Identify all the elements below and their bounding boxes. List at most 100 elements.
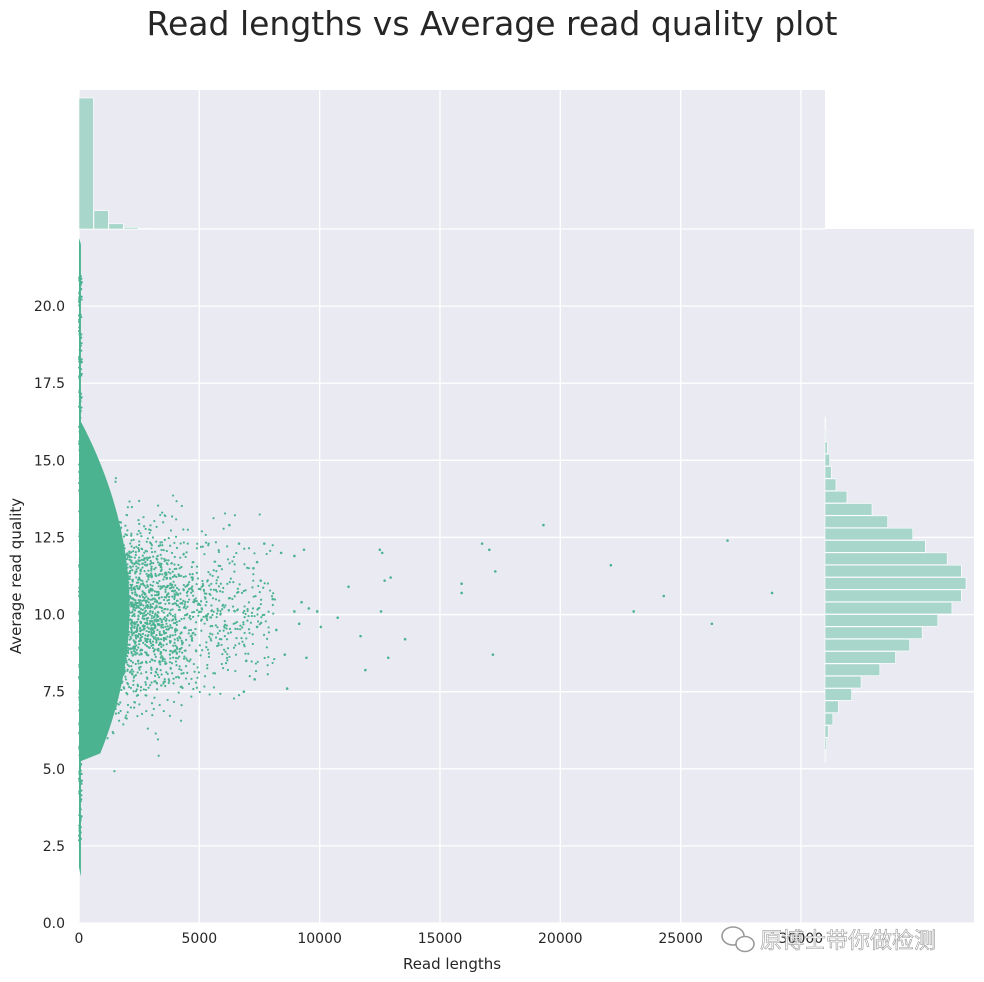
scatter-point [103, 651, 106, 654]
scatter-point [137, 614, 140, 617]
scatter-point [147, 601, 150, 604]
scatter-point [132, 606, 136, 609]
scatter-point [164, 625, 167, 628]
scatter-point [78, 377, 81, 380]
scatter-point [78, 613, 81, 616]
scatter-point [175, 623, 178, 626]
scatter-point [136, 562, 139, 565]
scatter-point [148, 660, 152, 663]
scatter-point [662, 594, 666, 598]
scatter-point [127, 601, 130, 605]
scatter-point [124, 524, 127, 527]
scatter-point [178, 606, 181, 609]
scatter-point [145, 605, 148, 608]
scatter-point [78, 748, 82, 752]
scatter-point [125, 625, 128, 628]
scatter-point [180, 631, 183, 634]
scatter-point [79, 392, 82, 395]
scatter-point [79, 574, 82, 577]
scatter-point [195, 686, 199, 689]
scatter-point [242, 611, 245, 614]
scatter-point [195, 583, 198, 586]
scatter-point [145, 595, 148, 598]
scatter-point [206, 580, 209, 583]
scatter-point [111, 532, 114, 536]
scatter-point [111, 571, 114, 574]
right-hist-bar [824, 601, 953, 615]
scatter-point [225, 627, 228, 630]
scatter-point [139, 607, 143, 611]
scatter-point [115, 680, 119, 683]
scatter-point [173, 541, 176, 545]
scatter-point [108, 685, 111, 688]
scatter-point [114, 600, 117, 603]
scatter-point [138, 668, 141, 671]
scatter-point [119, 646, 122, 649]
scatter-point [170, 583, 173, 586]
scatter-point [206, 667, 209, 670]
scatter-point [143, 563, 147, 566]
scatter-point [128, 555, 131, 558]
scatter-point [146, 677, 149, 680]
scatter-point [169, 640, 172, 643]
scatter-point [92, 617, 95, 620]
right-hist-bar [824, 577, 967, 590]
scatter-point [106, 676, 109, 679]
scatter-point [80, 473, 83, 476]
scatter-point [129, 622, 133, 625]
scatter-point [251, 633, 254, 636]
scatter-point [94, 572, 97, 575]
scatter-point [137, 632, 141, 636]
scatter-point [211, 574, 214, 577]
scatter-point [137, 547, 140, 550]
scatter-point [141, 566, 144, 569]
scatter-point [109, 672, 112, 675]
scatter-point [211, 597, 215, 600]
scatter-point [133, 612, 136, 616]
scatter-point [127, 623, 130, 626]
scatter-point [126, 613, 129, 616]
scatter-point [150, 666, 153, 669]
scatter-point [108, 598, 111, 602]
scatter-point [166, 628, 170, 631]
scatter-point [130, 532, 133, 535]
scatter-point [78, 821, 81, 824]
scatter-point [148, 646, 151, 649]
scatter-point [106, 701, 110, 704]
scatter-point [137, 666, 141, 669]
scatter-point [101, 588, 105, 591]
scatter-point [92, 552, 95, 555]
scatter-point [108, 560, 111, 563]
scatter-point [136, 624, 139, 627]
scatter-point [99, 739, 102, 742]
scatter-point [167, 571, 170, 574]
scatter-point [120, 617, 123, 620]
scatter-point [106, 655, 109, 659]
scatter-point [131, 565, 134, 568]
scatter-point [98, 594, 101, 597]
scatter-point [104, 638, 108, 641]
scatter-point [103, 641, 106, 644]
scatter-point [150, 617, 153, 620]
scatter-point [102, 691, 105, 694]
scatter-point [145, 671, 148, 674]
scatter-point [209, 637, 212, 640]
scatter-point [273, 598, 277, 601]
scatter-point [79, 606, 82, 609]
scatter-point [96, 591, 99, 594]
scatter-point [105, 625, 109, 629]
scatter-point [175, 546, 179, 550]
scatter-point [77, 839, 81, 842]
scatter-point [228, 596, 231, 600]
scatter-point [183, 605, 186, 608]
scatter-point [162, 521, 165, 524]
scatter-point [100, 624, 103, 627]
scatter-point [78, 489, 81, 492]
scatter-point [182, 583, 185, 587]
scatter-point [99, 600, 102, 603]
scatter-point [78, 585, 82, 588]
scatter-point [107, 632, 110, 635]
scatter-point [188, 598, 191, 601]
scatter-point [118, 575, 121, 578]
scatter-point [114, 480, 117, 483]
